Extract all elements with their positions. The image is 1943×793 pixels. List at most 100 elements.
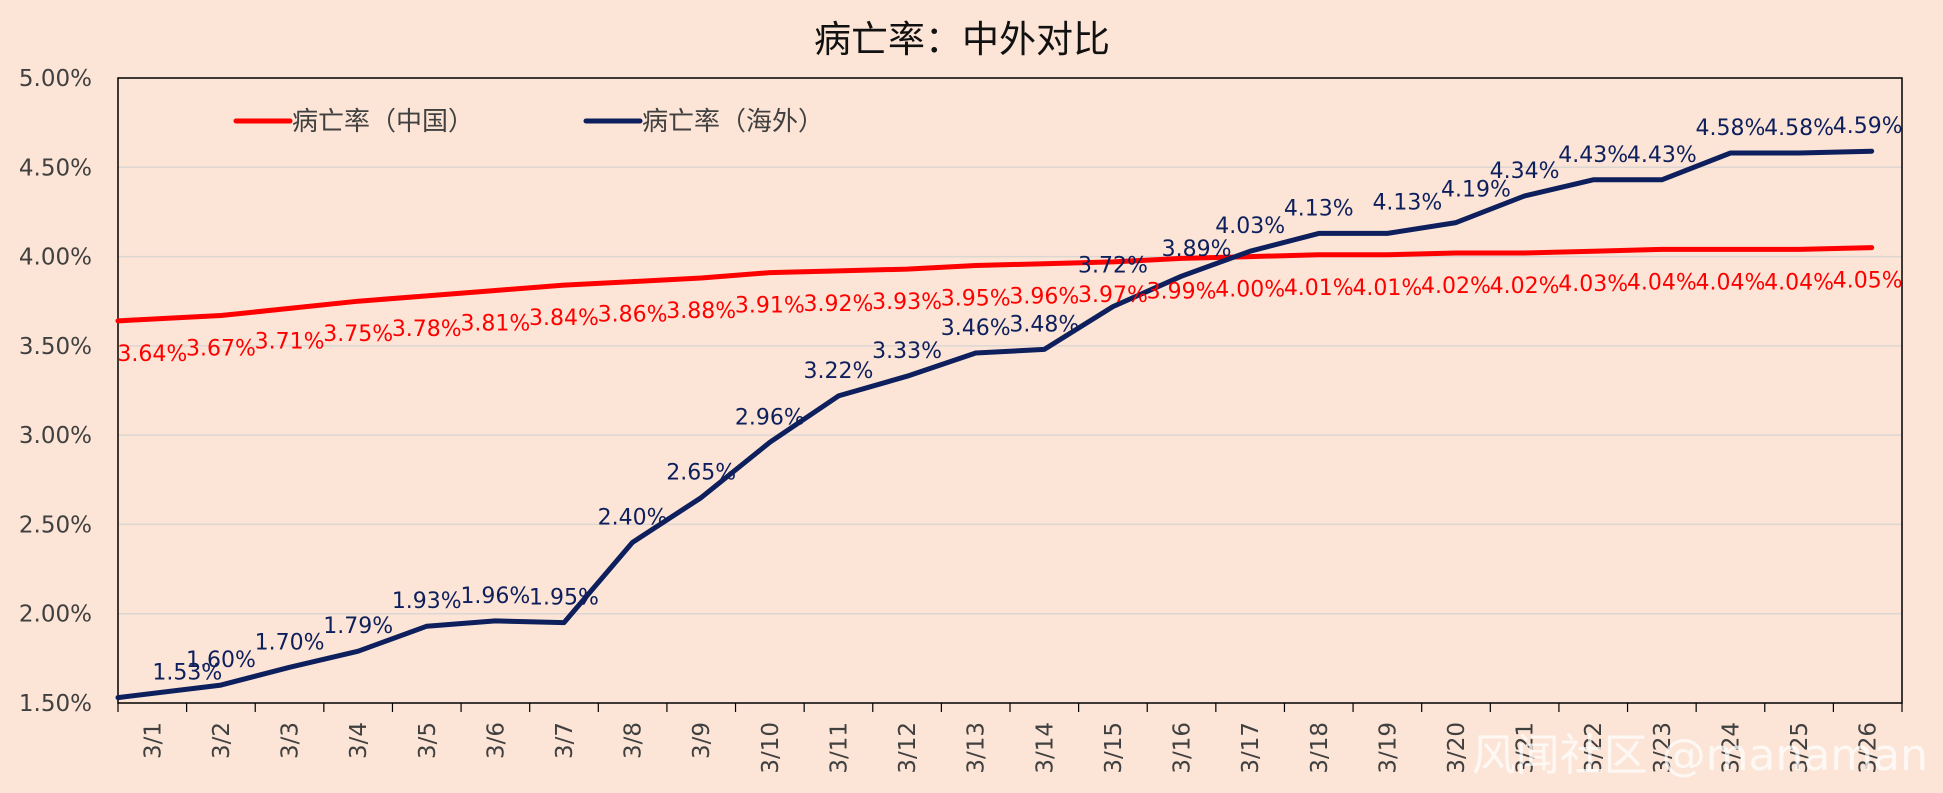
data-label-overseas: 1.95% [529, 586, 599, 611]
data-label-overseas: 3.46% [941, 316, 1011, 341]
y-tick-label: 3.50% [19, 334, 92, 360]
data-label-china: 3.96% [1009, 285, 1079, 310]
y-tick-label: 4.50% [19, 155, 92, 181]
data-label-china: 3.92% [804, 292, 874, 317]
data-label-china: 3.78% [392, 317, 462, 342]
data-label-overseas: 1.70% [255, 630, 325, 655]
x-tick-label: 3/9 [689, 722, 715, 759]
data-label-overseas: 4.58% [1764, 116, 1834, 141]
data-label-overseas: 3.89% [1162, 237, 1232, 262]
chart-title: 病亡率：中外对比 [814, 18, 1110, 61]
data-label-overseas: 1.60% [186, 648, 256, 673]
x-axis: 3/1 3/2 3/3 3/4 3/5 3/6 3/7 3/8 3/9 3/10 3/11 3/12 3… [117, 703, 1903, 774]
x-tick-label: 3/22 [1581, 722, 1607, 774]
x-tick-label: 3/23 [1650, 722, 1676, 774]
data-label-overseas: 1.53% [152, 661, 222, 686]
y-tick-label: 2.50% [19, 512, 92, 538]
legend-label-china: 病亡率（中国） [292, 107, 474, 137]
data-label-china: 3.91% [735, 294, 805, 319]
data-label-overseas: 1.79% [323, 614, 393, 639]
data-label-overseas: 4.43% [1627, 143, 1697, 168]
y-tick-label: 5.00% [19, 66, 92, 92]
data-label-overseas: 4.03% [1215, 214, 1285, 239]
x-tick-label: 3/20 [1444, 722, 1470, 774]
data-label-overseas: 4.59% [1833, 114, 1903, 139]
x-tick-label: 3/13 [964, 722, 990, 774]
x-tick-label: 3/12 [895, 722, 921, 774]
data-labels: 3.64%3.67%3.71%3.75%3.78%3.81%3.84%3.86%… [117, 114, 1902, 685]
data-label-china: 3.67% [186, 337, 256, 362]
data-label-overseas: 1.96% [460, 584, 530, 609]
x-tick-label: 3/15 [1101, 722, 1127, 774]
data-label-overseas: 2.96% [735, 405, 805, 430]
data-label-china: 4.01% [1284, 276, 1354, 301]
watermark: 风闻社区 @manaman [1472, 730, 1928, 781]
legend: 病亡率（中国） 病亡率（海外） [233, 107, 824, 137]
data-label-overseas: 3.33% [872, 339, 942, 364]
legend-label-overseas: 病亡率（海外） [642, 107, 824, 137]
data-label-china: 4.04% [1627, 270, 1697, 295]
data-label-china: 4.01% [1352, 276, 1422, 301]
data-label-overseas: 3.22% [804, 359, 874, 384]
data-label-china: 4.02% [1421, 274, 1491, 299]
y-tick-label: 3.00% [19, 423, 92, 449]
grid-lines [118, 166, 1902, 615]
plot-area [117, 77, 1903, 704]
data-label-china: 4.00% [1215, 278, 1285, 303]
data-label-china: 3.81% [460, 312, 530, 337]
data-label-china: 3.71% [255, 329, 325, 354]
data-label-china: 4.04% [1764, 270, 1834, 295]
y-axis: 1.50% 2.00% 2.50% 3.00% 3.50% 4.00% 4.50% 5.00% [19, 66, 92, 717]
x-tick-label: 3/10 [758, 722, 784, 774]
x-tick-label: 3/14 [1032, 722, 1058, 774]
x-tick-label: 3/5 [415, 722, 441, 759]
x-tick-label: 3/4 [346, 722, 372, 759]
data-label-china: 3.95% [941, 287, 1011, 312]
series-line-overseas [115, 148, 1875, 701]
data-label-overseas: 4.58% [1696, 116, 1766, 141]
data-label-china: 4.04% [1696, 270, 1766, 295]
x-tick-label: 3/26 [1856, 722, 1882, 774]
data-label-china: 3.97% [1078, 283, 1148, 308]
x-tick-label: 3/16 [1170, 722, 1196, 774]
x-tick-label: 3/24 [1718, 722, 1744, 774]
x-tick-label: 3/25 [1787, 722, 1813, 774]
x-tick-label: 3/3 [278, 722, 304, 759]
y-tick-label: 4.00% [19, 245, 92, 271]
x-tick-label: 3/17 [1238, 722, 1264, 774]
x-tick-label: 3/21 [1513, 722, 1539, 774]
x-tick-label: 3/1 [140, 722, 166, 759]
x-tick-label: 3/11 [826, 722, 852, 774]
data-label-overseas: 4.13% [1372, 190, 1442, 215]
y-tick-label: 2.00% [19, 602, 92, 628]
data-label-overseas: 2.40% [598, 505, 668, 530]
data-label-china: 3.86% [598, 303, 668, 328]
data-label-overseas: 4.43% [1558, 143, 1628, 168]
data-label-overseas: 4.13% [1284, 196, 1354, 221]
series-lines [115, 148, 1875, 701]
data-label-overseas: 4.34% [1490, 159, 1560, 184]
x-tick-label: 3/19 [1375, 722, 1401, 774]
x-tick-label: 3/8 [621, 722, 647, 759]
data-label-overseas: 2.65% [666, 461, 736, 486]
data-label-china: 4.02% [1490, 274, 1560, 299]
data-label-china: 3.64% [117, 342, 187, 367]
x-tick-label: 3/18 [1307, 722, 1333, 774]
data-label-china: 4.03% [1558, 272, 1628, 297]
x-tick-label: 3/6 [483, 722, 509, 759]
series-line-china [115, 245, 1875, 324]
data-label-overseas: 3.72% [1078, 254, 1148, 279]
data-label-overseas: 1.93% [392, 589, 462, 614]
x-tick-label: 3/2 [209, 722, 235, 759]
data-label-china: 3.93% [872, 290, 942, 315]
y-tick-label: 1.50% [19, 691, 92, 717]
data-label-overseas: 4.19% [1441, 178, 1511, 203]
data-label-china: 3.88% [666, 299, 736, 324]
data-label-overseas: 3.48% [1009, 312, 1079, 337]
data-label-china: 4.05% [1833, 269, 1903, 294]
data-label-china: 3.99% [1147, 279, 1217, 304]
x-tick-label: 3/7 [552, 722, 578, 759]
data-label-china: 3.75% [323, 322, 393, 347]
data-label-china: 3.84% [529, 306, 599, 331]
